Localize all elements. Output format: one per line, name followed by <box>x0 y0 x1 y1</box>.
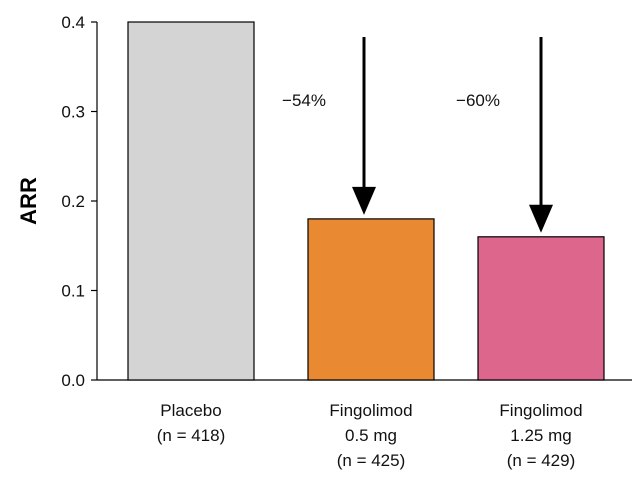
reduction-label: −60% <box>456 91 500 110</box>
arrow-head <box>529 204 553 233</box>
category-label-line: (n = 418) <box>157 426 226 445</box>
bars <box>127 21 605 381</box>
y-tick-label: 0.1 <box>61 282 85 301</box>
category-labels: Placebo (n = 418) Fingolimod 0.5 mg (n = 425… <box>157 401 583 470</box>
annotations: −54% −60% <box>282 37 553 233</box>
category-label: Fingolimod 0.5 mg (n = 425) <box>329 401 412 470</box>
category-label-line: Fingolimod <box>329 401 412 420</box>
bar <box>307 218 435 381</box>
y-tick-label: 0.3 <box>61 103 85 122</box>
y-tick-label: 0.2 <box>61 192 85 211</box>
y-ticks: 0.0 0.1 0.2 0.3 0.4 <box>61 13 97 390</box>
category-label: Fingolimod 1.25 mg (n = 429) <box>499 401 582 470</box>
category-label-line: (n = 429) <box>507 451 576 470</box>
category-label-line: Placebo <box>160 401 221 420</box>
arrow-head <box>352 186 376 215</box>
category-label-line: 0.5 mg <box>345 426 397 445</box>
category-label-line: Fingolimod <box>499 401 582 420</box>
y-axis-label: ARR <box>16 177 41 225</box>
category-label-line: (n = 425) <box>337 451 406 470</box>
reduction-label: −54% <box>282 91 326 110</box>
category-label-line: 1.25 mg <box>510 426 571 445</box>
category-label: Placebo (n = 418) <box>157 401 226 445</box>
bar <box>477 236 605 381</box>
y-tick-label: 0.0 <box>61 371 85 390</box>
y-tick-label: 0.4 <box>61 13 85 32</box>
bar <box>127 21 255 381</box>
